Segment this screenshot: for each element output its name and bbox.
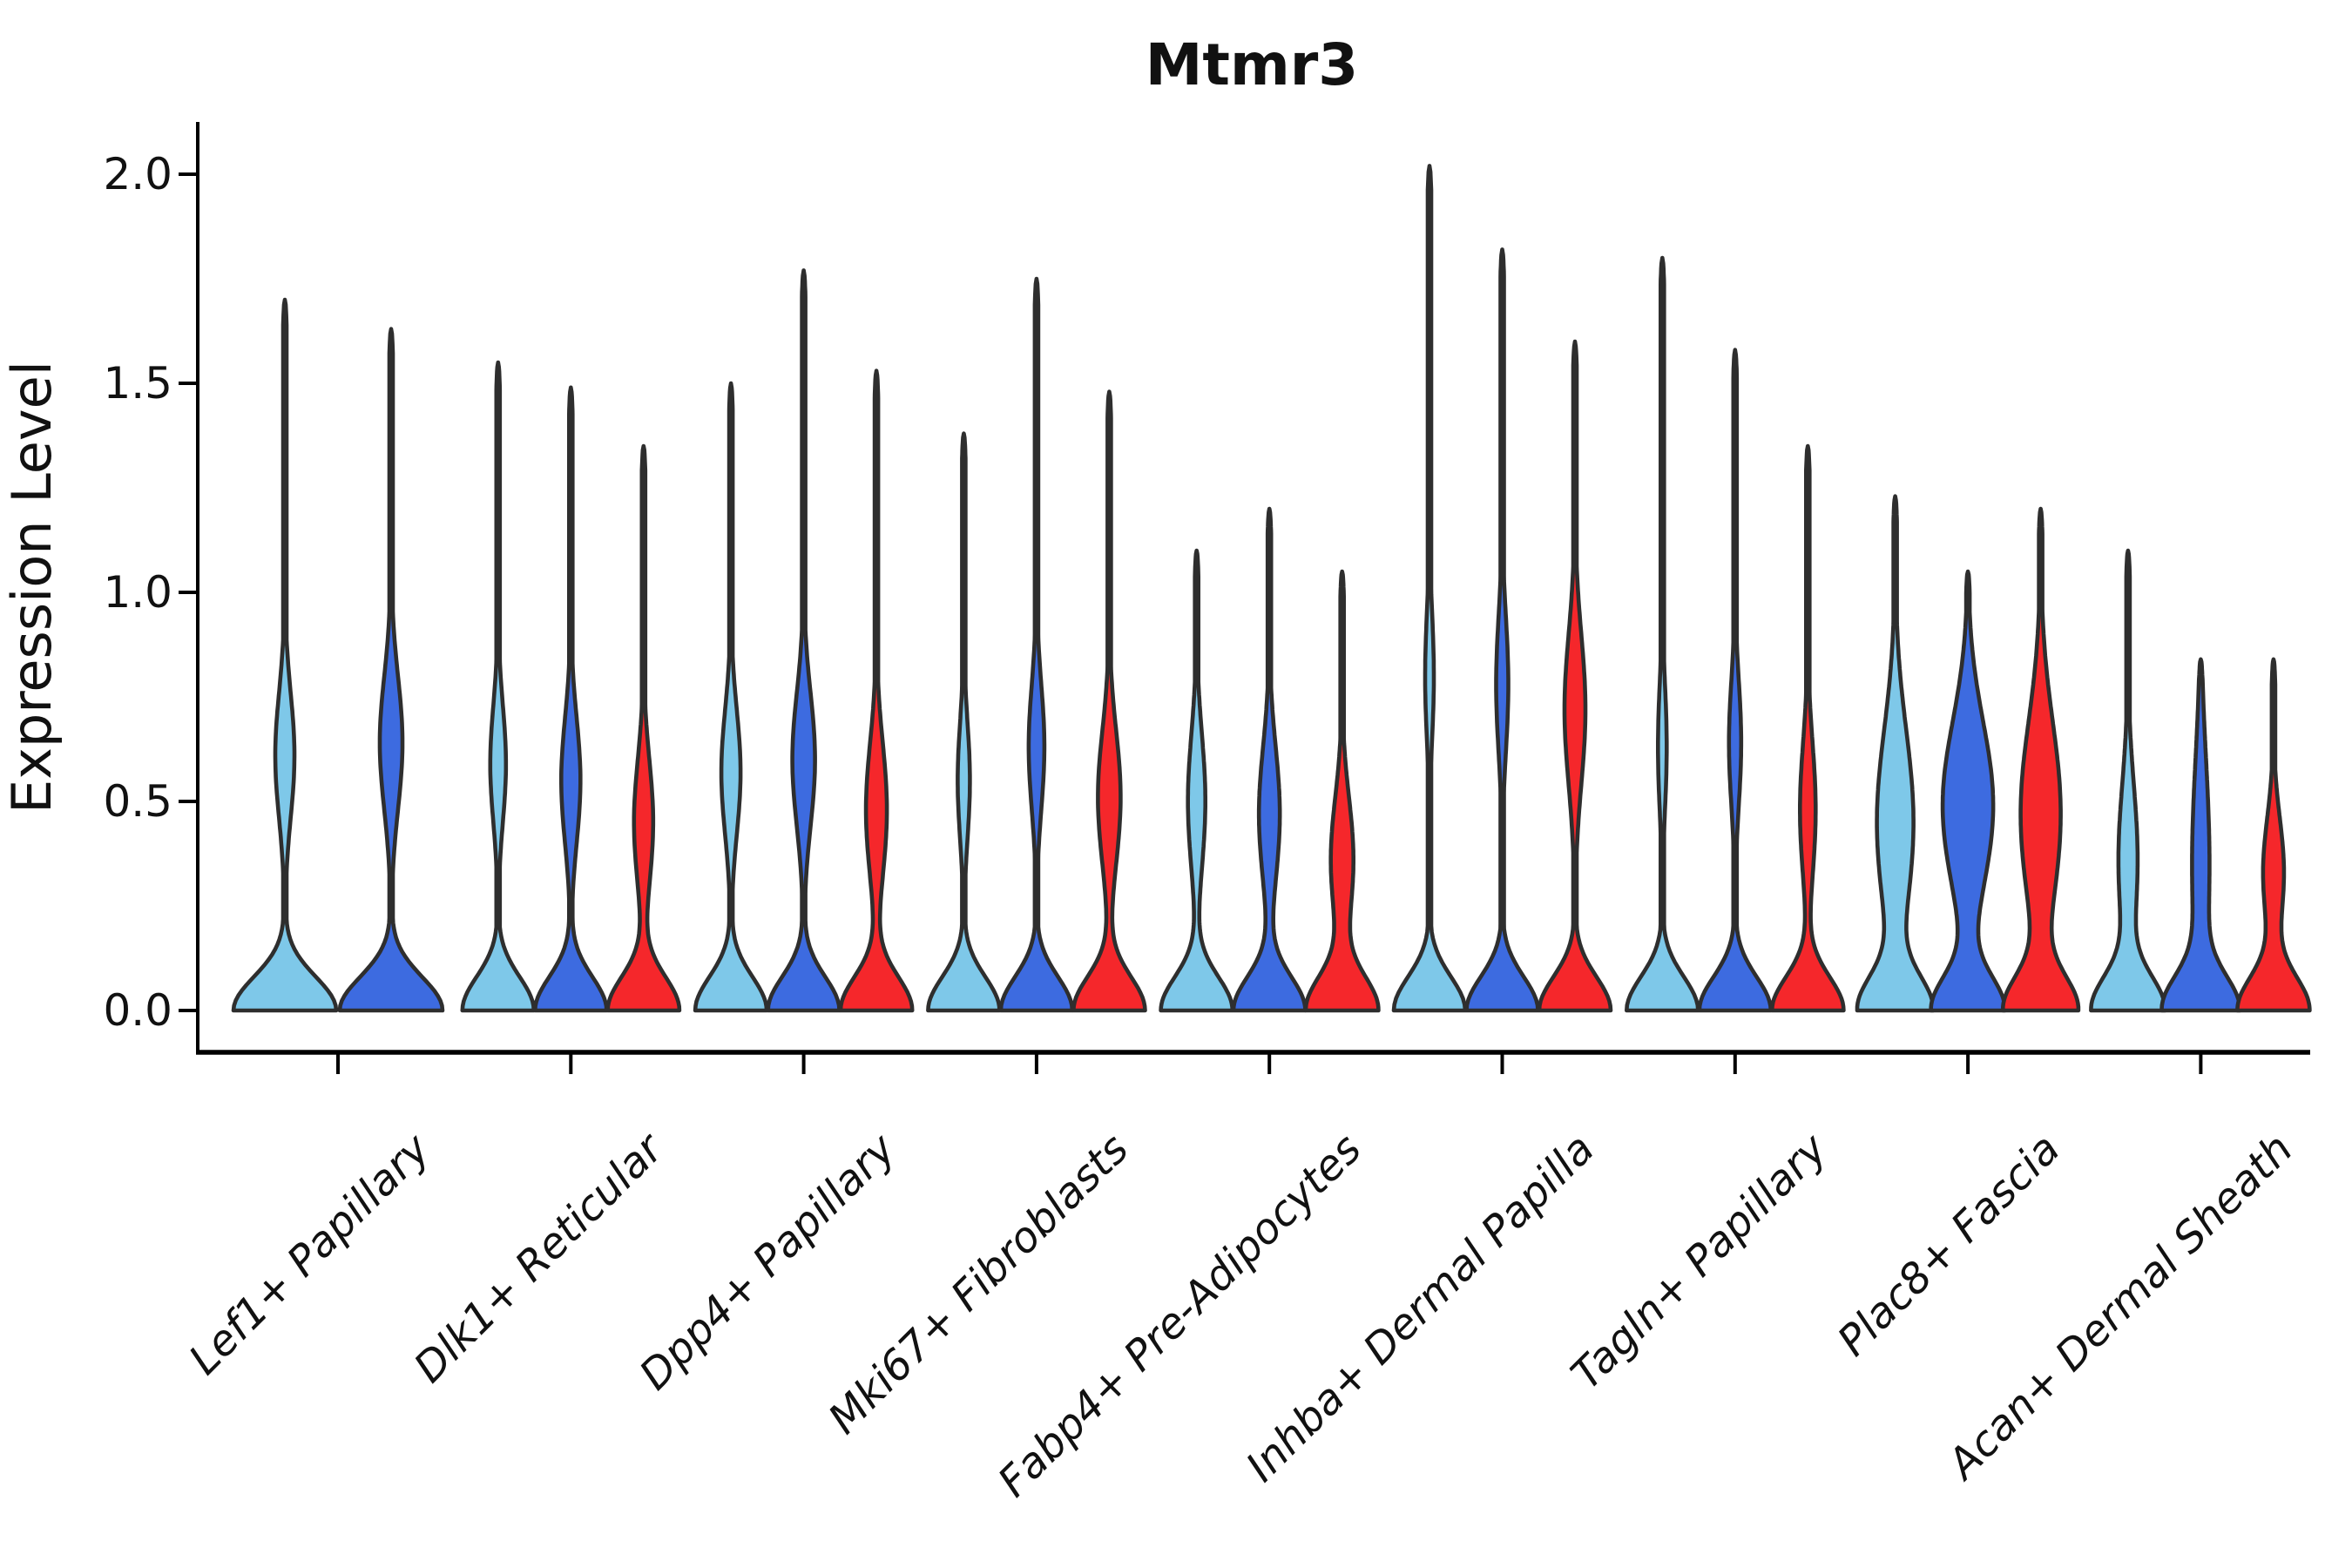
violin-inhba-dermal-papilla-dark-blue — [1464, 247, 1540, 1013]
violin-acan-dermal-sheath-light-blue — [2089, 548, 2167, 1013]
violin-tagln-papillary-red — [1769, 443, 1846, 1013]
y-tick-label-1.0: 1.0 — [103, 567, 172, 618]
violin-dpp4-papillary-light-blue — [693, 381, 769, 1013]
x-tick-label-lef1-papillary: Lef1+ Papillary — [179, 1124, 440, 1384]
violin-mki67-fibroblasts-red — [1071, 389, 1147, 1013]
violin-plac8-fascia-red — [2001, 506, 2081, 1013]
violin-inhba-dermal-papilla-red — [1537, 339, 1613, 1013]
violin-mki67-fibroblasts-light-blue — [926, 431, 1002, 1013]
y-tick-label-1.5: 1.5 — [103, 358, 172, 409]
violin-dpp4-papillary-dark-blue — [766, 268, 841, 1013]
violin-dpp4-papillary-red — [838, 368, 915, 1013]
violin-acan-dermal-sheath-red — [2235, 657, 2312, 1013]
chart-title: Mtmr3 — [1146, 31, 1358, 98]
violin-tagln-papillary-dark-blue — [1697, 348, 1774, 1013]
violin-tagln-papillary-light-blue — [1625, 255, 1700, 1013]
violin-dlk1-reticular-dark-blue — [533, 385, 609, 1013]
violin-fabp4-pre-adipocytes-red — [1303, 569, 1381, 1013]
x-tick-label-plac8-fascia: Plac8+ Fascia — [1828, 1125, 2070, 1366]
x-tick-label-dlk1-reticular: Dlk1+ Reticular — [405, 1123, 675, 1393]
violin-plac8-fascia-dark-blue — [1929, 569, 2007, 1013]
violin-acan-dermal-sheath-dark-blue — [2159, 657, 2242, 1013]
violin-fabp4-pre-adipocytes-dark-blue — [1231, 506, 1308, 1013]
x-tick-label-tagln-papillary: Tagln+ Papillary — [1562, 1124, 1837, 1399]
x-tick-label-dpp4-papillary: Dpp4+ Papillary — [630, 1124, 905, 1399]
y-tick-label-0.5: 0.5 — [103, 776, 172, 827]
violin-inhba-dermal-papilla-light-blue — [1391, 164, 1468, 1013]
violin-fabp4-pre-adipocytes-light-blue — [1159, 548, 1235, 1013]
violin-plac8-fascia-light-blue — [1855, 494, 1936, 1013]
violin-lef1-papillary-dark-blue — [337, 327, 445, 1013]
y-tick-label-2.0: 2.0 — [103, 149, 172, 199]
violin-dlk1-reticular-light-blue — [460, 360, 537, 1013]
y-tick-label-0.0: 0.0 — [103, 985, 172, 1036]
violin-dlk1-reticular-red — [605, 443, 682, 1013]
y-axis-label: Expression Level — [0, 361, 64, 814]
violin-lef1-papillary-light-blue — [231, 297, 339, 1013]
violin-mki67-fibroblasts-dark-blue — [998, 276, 1075, 1013]
